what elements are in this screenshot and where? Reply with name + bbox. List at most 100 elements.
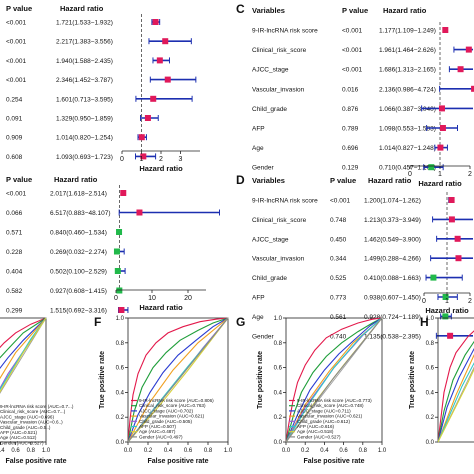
- roc-1-legend-label: Child_grade (AUC=0.505): [139, 419, 192, 424]
- roc-2-legend-label: 9-IR-lncRNA risk score (AUC=0.773): [297, 398, 372, 403]
- roc-1-x-tick-label: 0.4: [164, 448, 173, 454]
- roc-2-y-tick-label: 0.6: [274, 366, 283, 372]
- roc-2-y-tick-label: 0.2: [274, 415, 283, 421]
- roc-1-series-line: [127, 317, 229, 443]
- forest-1-point: [457, 66, 464, 73]
- forest-1-point: [471, 85, 474, 92]
- forest-3-row-p-value: 0.450: [330, 236, 347, 243]
- forest-0-header-hazard-ratio: Hazard ratio: [60, 4, 104, 13]
- forest-1-row-hr-text: 0.710(0.457−1.105): [379, 165, 436, 172]
- forest-1-row-hr-text: 1.177(1.109−1.249): [379, 28, 436, 35]
- roc-2-legend-label: Child_grade (AUC=0.612): [297, 419, 350, 424]
- forest-2-point: [116, 287, 123, 294]
- forest-0-point: [156, 57, 163, 64]
- roc-0-legend-label: 9-IR-lncRNA risk score (AUC=0.7...): [0, 404, 74, 409]
- forest-1-x-axis-label: Hazard ratio: [418, 179, 462, 188]
- roc-1-series-line: [127, 317, 229, 443]
- forest-1-row-variable: Age: [252, 145, 264, 152]
- forest-3-row-hr-text: 1.462(0.549−3.900): [364, 236, 421, 243]
- roc-2-legend-label: Gender (AUC=0.527): [297, 434, 341, 439]
- roc-1-x-axis-label: False positive rate: [147, 458, 208, 465]
- forest-3-row-variable: AJCC_stage: [252, 236, 289, 243]
- forest-2-point: [116, 229, 123, 235]
- forest-3-row-hr-text: 1.200(1.074−1.262): [364, 198, 421, 205]
- roc-1-y-tick-label: 1.0: [116, 316, 125, 322]
- forest-2-row-p-value: 0.299: [6, 308, 23, 315]
- roc-2-x-tick-label: 0.4: [320, 448, 329, 454]
- forest-3-row-p-value: 0.344: [330, 256, 347, 263]
- forest-3-x-tick-label: 1: [445, 298, 449, 305]
- forest-3-point: [455, 255, 462, 262]
- forest-1-point: [465, 46, 472, 53]
- forest-3-row-variable: Gender: [252, 333, 275, 340]
- roc-2-series-line: [285, 317, 383, 443]
- forest-1-header-hazard-ratio: Hazard ratio: [383, 6, 427, 15]
- forest-3-row-hr-text: 0.928(0.724−1.189): [364, 314, 421, 321]
- forest-2-row-p-value: <0.001: [6, 191, 26, 198]
- forest-1-header-p-value: P value: [342, 6, 368, 15]
- forest-0-row-p-value: <0.001: [6, 20, 26, 27]
- roc-3-series-line: [437, 362, 474, 443]
- forest-3-x-tick-label: 0: [422, 298, 426, 305]
- roc-2-legend-label: Clinical_risk_score (AUC=0.748): [297, 403, 364, 408]
- forest-0-x-tick-label: 0: [120, 156, 124, 163]
- roc-1-x-tick-label: 0.2: [144, 448, 153, 454]
- forest-3-row-hr-text: 1.213(0.373−3.949): [364, 217, 421, 224]
- roc-0-series-line: [0, 317, 47, 370]
- roc-0-legend-label: Clinical_risk_score (AUC=0.7...): [0, 409, 66, 414]
- roc-3-y-tick-label: 0.6: [426, 366, 435, 372]
- forest-3-row-variable: 9-IR-lncRNA risk score: [252, 198, 318, 205]
- forest-3-row-variable: Clinical_risk_score: [252, 217, 307, 224]
- roc-2-frame: [285, 317, 383, 443]
- forest-1-row-variable: AFP: [252, 126, 265, 133]
- forest-0-row-p-value: <0.001: [6, 58, 26, 65]
- roc-1-y-tick-label: 0.4: [116, 390, 125, 396]
- roc-3-frame: [437, 317, 474, 443]
- forest-3-row-hr-text: 1.499(0.288−4.266): [364, 256, 421, 263]
- roc-1-legend-label: Gender (AUC=0.497): [139, 434, 183, 439]
- roc-1-y-tick-label: 0.8: [116, 341, 125, 347]
- forest-3-row-variable: AFP: [252, 295, 265, 302]
- roc-2-series-line: [285, 317, 383, 443]
- forest-3-row-hr-text: 1.135(0.538−2.395): [364, 333, 421, 340]
- roc-1-legend-label: Age (AUC=0.487): [139, 429, 176, 434]
- roc-1-legend-label: Clinical_risk_score (AUC=0.763): [139, 403, 206, 408]
- forest-0-point: [138, 134, 145, 141]
- forest-2-x-tick-label: 0: [114, 295, 118, 302]
- forest-0-row-hr-text: 2.346(1.452−3.787): [56, 77, 113, 84]
- roc-0-legend-label: Age (AUC=0.512): [0, 435, 37, 440]
- forest-0-x-tick-label: 3: [179, 156, 183, 163]
- panel-letter-c: C: [236, 2, 245, 16]
- panel-letter-d: D: [236, 173, 245, 187]
- roc-0-series-line: [0, 317, 47, 359]
- forest-3-row-p-value: 0.773: [330, 295, 347, 302]
- forest-1-point: [437, 144, 444, 151]
- roc-3-series-line: [437, 354, 474, 443]
- forest-1-row-p-value: <0.001: [342, 67, 362, 74]
- roc-2-x-tick-label: 1.0: [378, 448, 387, 454]
- roc-0-legend-label: Gender (AUC=0.527): [0, 440, 44, 445]
- roc-1-x-tick-label: 1.0: [224, 448, 233, 454]
- roc-3-y-tick-label: 0.0: [426, 440, 435, 446]
- roc-1-x-tick-label: 0.6: [184, 448, 193, 454]
- roc-1-legend-label: 9-IR-lncRNA risk score (AUC=0.806): [139, 398, 214, 403]
- roc-1-y-axis-label: True positive rate: [99, 351, 106, 409]
- roc-3-series-line: [437, 340, 474, 443]
- forest-2-row-p-value: 0.228: [6, 249, 23, 256]
- forest-2-row-hr-text: 0.927(0.608−1.415): [50, 288, 107, 295]
- forest-1-row-p-value: 0.016: [342, 86, 359, 93]
- forest-0-row-hr-text: 1.940(1.588−2.435): [56, 58, 113, 65]
- roc-0-diagonal: [0, 317, 47, 394]
- forest-3-point: [447, 332, 454, 339]
- roc-1-series-line: [127, 317, 229, 443]
- forest-3-point: [454, 235, 461, 242]
- roc-0-legend-label: AFP (AUC=0.521): [0, 430, 38, 435]
- forest-3-x-tick-label: 2: [468, 298, 472, 305]
- forest-2-row-hr-text: 0.502(0.100−2.529): [50, 269, 107, 276]
- forest-2-point: [114, 268, 121, 274]
- forest-2-row-hr-text: 0.840(0.460−1.534): [50, 230, 107, 237]
- roc-1-series-line: [127, 317, 229, 443]
- forest-1-row-hr-text: 1.014(0.827−1.248): [379, 145, 436, 152]
- roc-2-x-tick-label: 0.8: [359, 448, 368, 454]
- forest-1-row-hr-text: 1.098(0.553−1.583): [379, 126, 436, 133]
